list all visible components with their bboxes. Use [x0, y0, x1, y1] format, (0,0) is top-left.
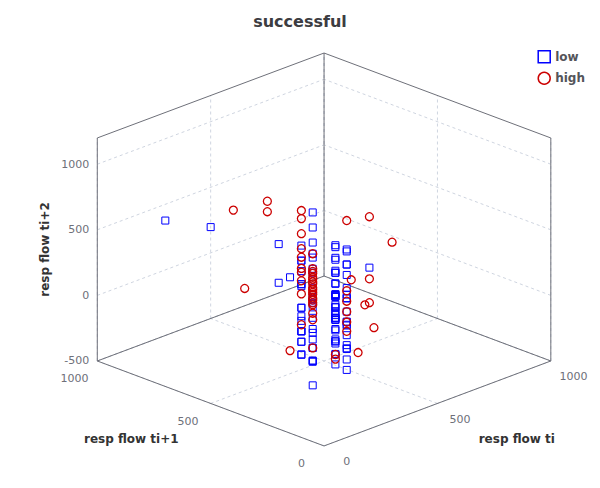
- svg-text:500: 500: [177, 415, 198, 428]
- svg-text:0: 0: [82, 289, 89, 302]
- svg-text:0: 0: [298, 457, 305, 470]
- svg-text:successful: successful: [253, 12, 347, 31]
- svg-text:high: high: [555, 71, 585, 85]
- svg-text:500: 500: [450, 413, 471, 426]
- svg-text:0: 0: [343, 455, 350, 468]
- svg-text:1000: 1000: [61, 158, 89, 171]
- svg-text:resp flow ti: resp flow ti: [479, 432, 555, 446]
- svg-text:resp flow ti+2: resp flow ti+2: [38, 202, 52, 297]
- svg-text:-500: -500: [64, 354, 89, 367]
- svg-text:1000: 1000: [560, 370, 588, 383]
- svg-text:low: low: [555, 50, 578, 64]
- svg-text:1000: 1000: [61, 372, 89, 385]
- svg-text:resp flow ti+1: resp flow ti+1: [84, 432, 179, 446]
- svg-text:500: 500: [68, 223, 89, 236]
